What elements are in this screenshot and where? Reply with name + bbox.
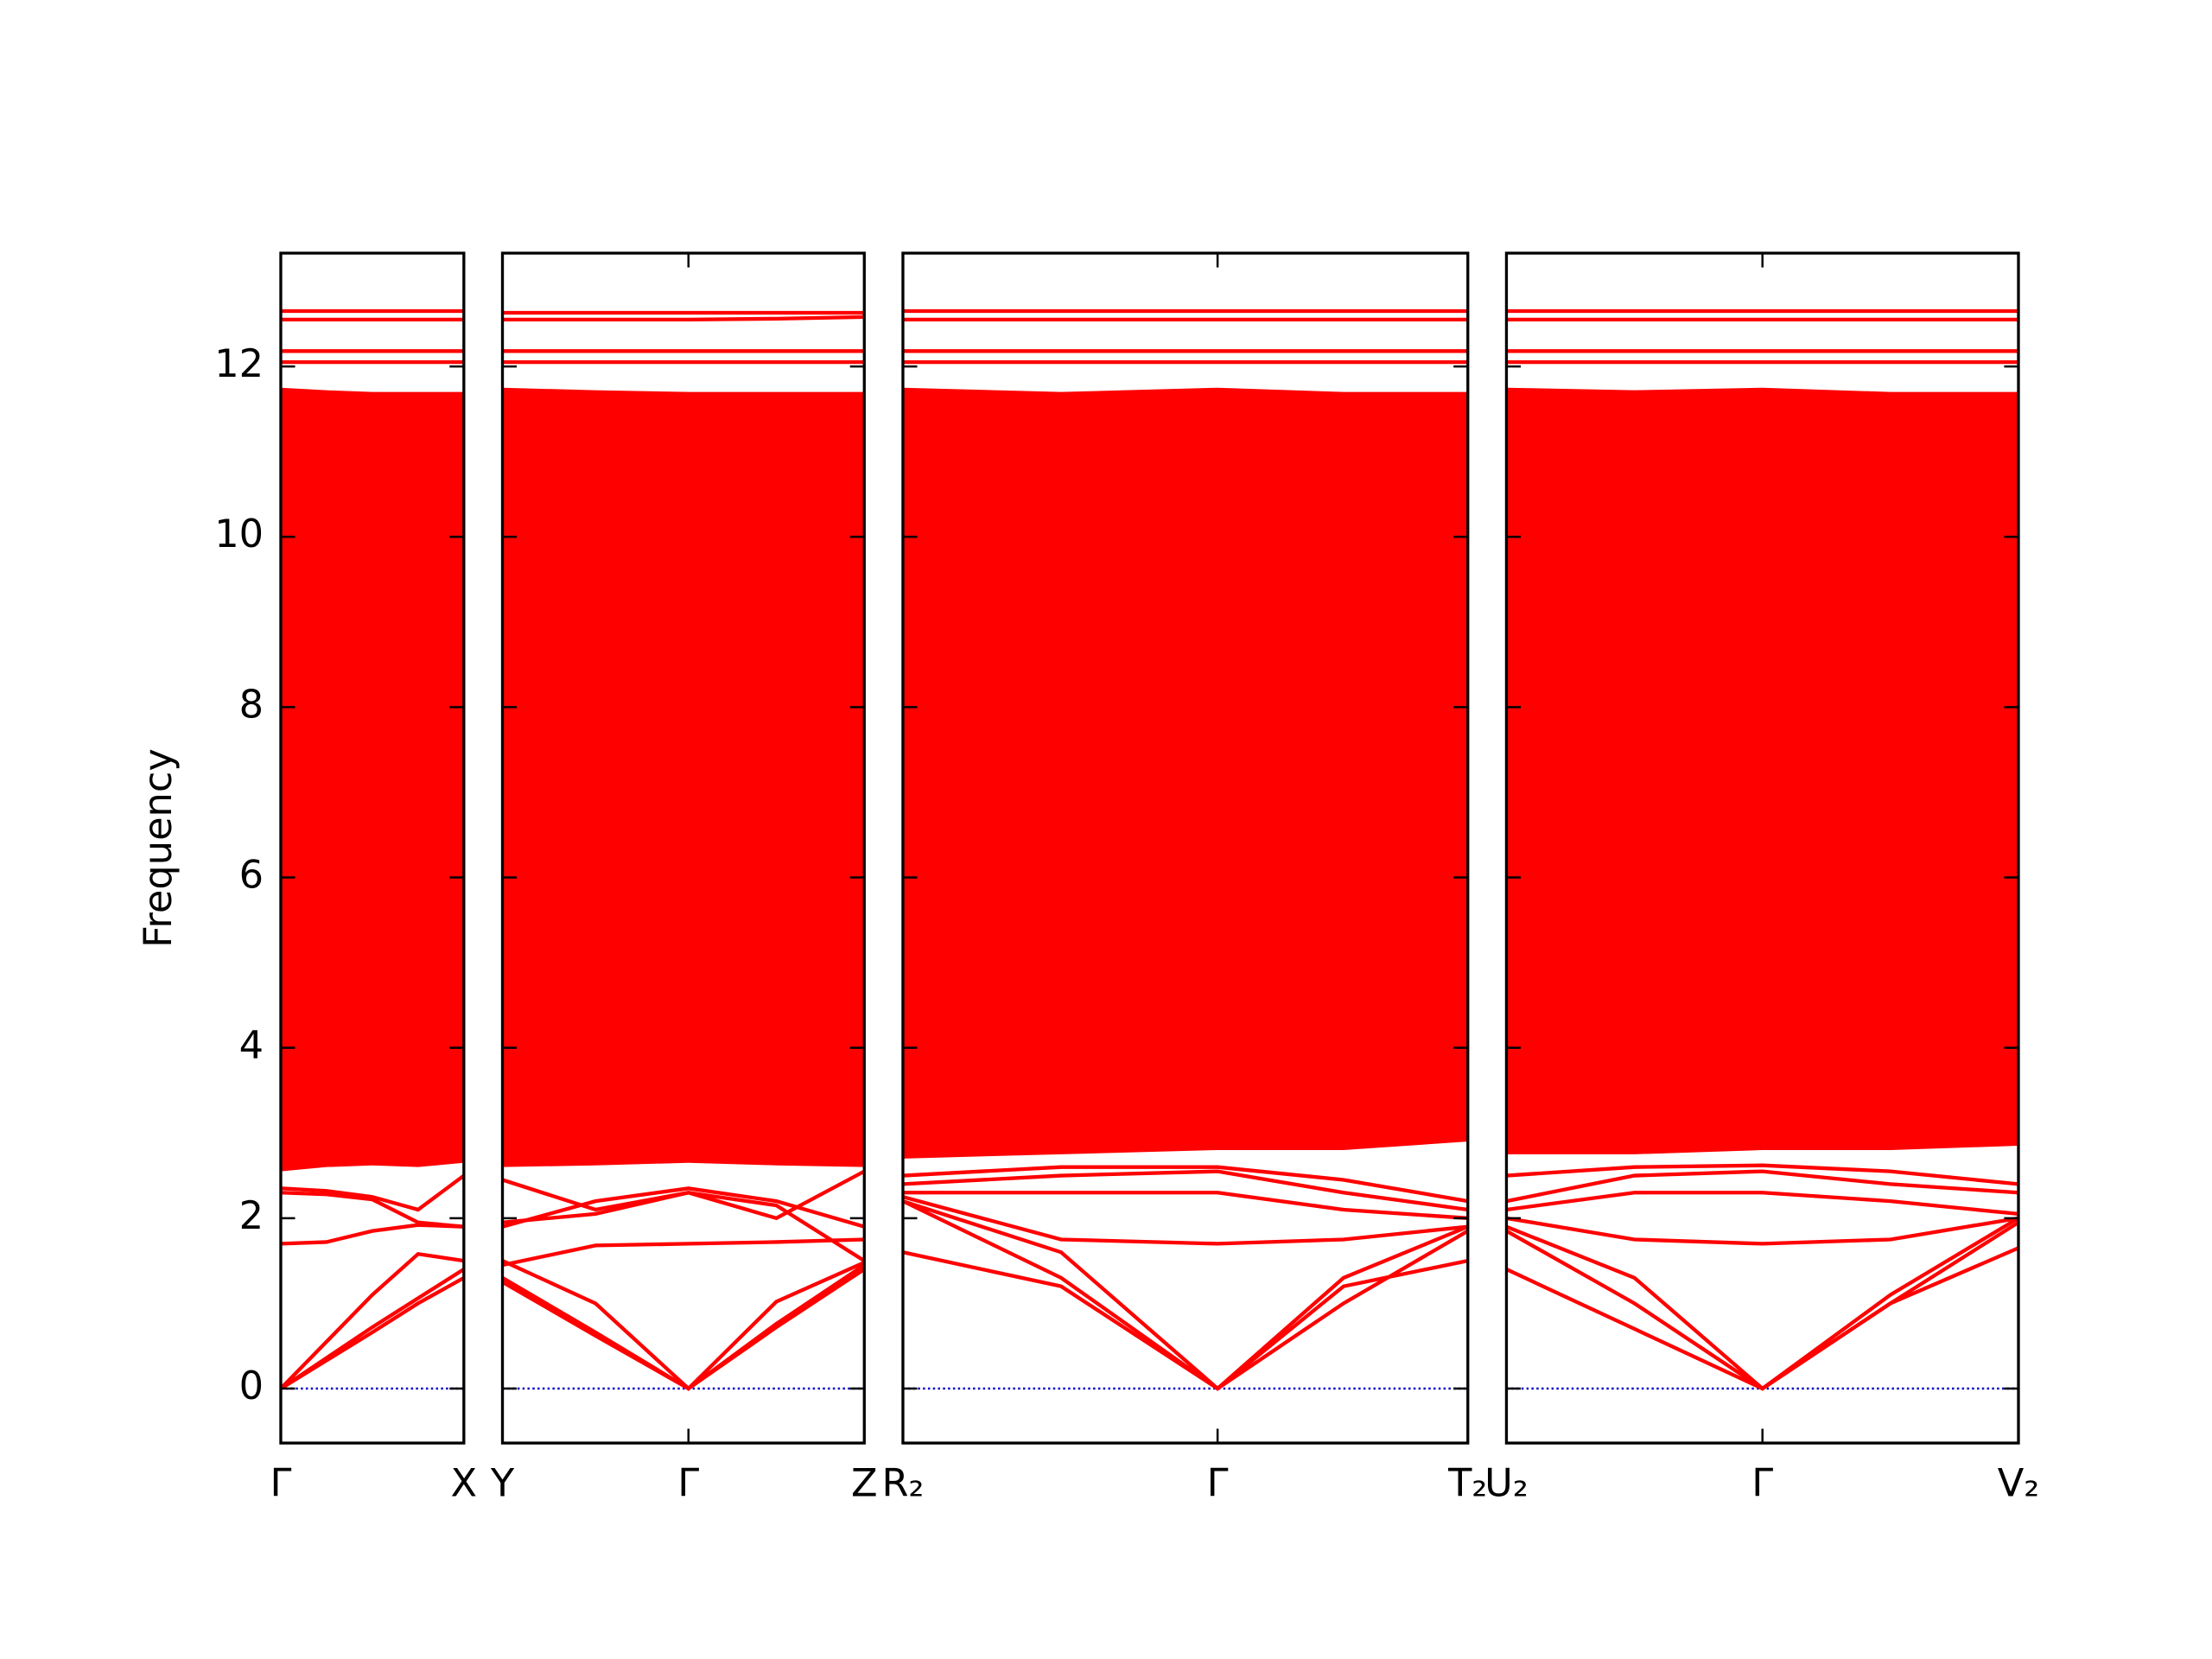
band-line xyxy=(502,1169,865,1221)
y-tick-label: 0 xyxy=(239,1363,264,1408)
band-region xyxy=(502,387,865,1167)
axes-frame xyxy=(500,251,866,1445)
band-region xyxy=(902,387,1468,1159)
band-line xyxy=(902,1191,1468,1220)
band-line xyxy=(1506,1163,2018,1186)
band-line xyxy=(280,1191,464,1229)
band-line xyxy=(902,1195,1468,1246)
x-tick-label: R₂ xyxy=(881,1461,924,1506)
band-line xyxy=(502,1259,865,1391)
band-line xyxy=(1506,1216,2018,1246)
band-line xyxy=(280,1268,464,1390)
band-region xyxy=(280,387,464,1172)
band-line xyxy=(502,1237,865,1268)
x-tick-label: T₂ xyxy=(1447,1461,1487,1506)
band-line xyxy=(502,1186,865,1229)
x-tick-label: Γ xyxy=(1751,1461,1773,1506)
x-tick-label: Γ xyxy=(677,1461,699,1506)
plot-area xyxy=(280,308,464,1390)
band-line xyxy=(1506,1169,2018,1204)
axes-frame xyxy=(279,251,466,1445)
plot-area xyxy=(902,308,1468,1391)
band-line xyxy=(902,1165,1468,1204)
band-region xyxy=(1506,387,2018,1154)
x-tick-label: Z xyxy=(851,1461,878,1506)
band-line xyxy=(902,1199,1468,1391)
y-tick-label: 12 xyxy=(214,341,264,386)
x-tick-label: Γ xyxy=(270,1461,292,1506)
band-line xyxy=(280,1173,464,1212)
plot-area xyxy=(1506,308,2018,1391)
x-tick-label: Y xyxy=(490,1461,515,1506)
band-line xyxy=(280,1147,464,1160)
y-axis-label: Frequency xyxy=(136,748,181,948)
x-tick-label: Γ xyxy=(1207,1461,1229,1506)
band-line xyxy=(1506,1191,2018,1217)
x-tick-label: U₂ xyxy=(1484,1461,1529,1506)
band-line xyxy=(502,315,865,322)
x-tick-label: V₂ xyxy=(1998,1461,2039,1506)
band-line xyxy=(1506,1216,2018,1391)
y-tick-label: 6 xyxy=(239,853,264,898)
y-tick-label: 2 xyxy=(239,1193,264,1238)
x-tick-label: X xyxy=(451,1461,478,1506)
y-tick-label: 10 xyxy=(214,512,264,556)
axes-frame xyxy=(901,251,1470,1445)
y-tick-label: 4 xyxy=(239,1023,264,1068)
plot-area xyxy=(502,310,865,1391)
y-tick-label: 8 xyxy=(239,682,264,727)
band-line xyxy=(902,1169,1468,1212)
band-line xyxy=(280,1251,464,1390)
